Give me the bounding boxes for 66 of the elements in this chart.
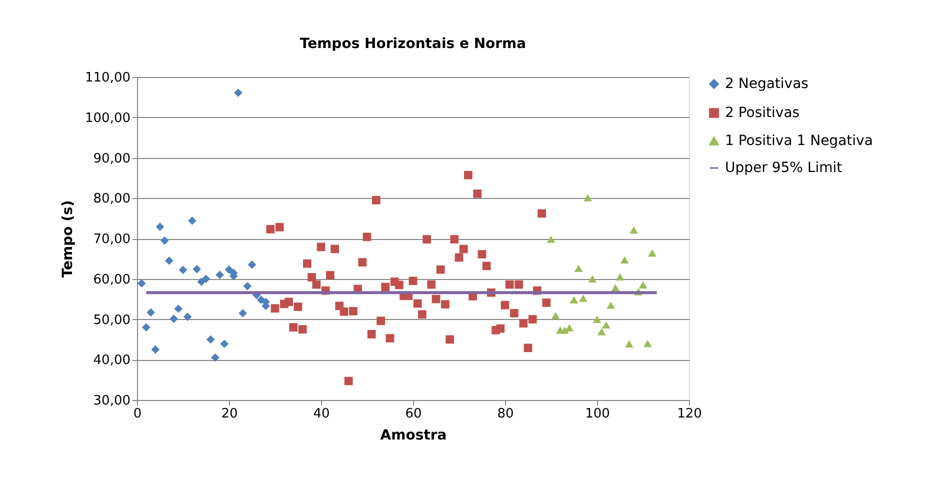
legend-label: 1 Positiva 1 Negativa (725, 133, 873, 149)
point (606, 301, 615, 309)
point (546, 236, 556, 243)
point (574, 264, 583, 272)
chart-title: Tempos Horizontais e Norma (300, 36, 526, 52)
point (142, 323, 150, 332)
y-tick-label: 100,00 (85, 110, 130, 126)
point (211, 353, 220, 362)
x-tick-label: 120 (677, 406, 702, 422)
point (156, 222, 164, 231)
point (630, 226, 638, 234)
point (174, 304, 183, 313)
point (620, 256, 629, 264)
point (616, 273, 624, 280)
point (560, 326, 569, 334)
point (192, 265, 201, 274)
point (206, 335, 215, 344)
legend-label: 2 Positivas (725, 105, 800, 121)
point (202, 274, 210, 284)
x-tick-label: 100 (585, 406, 610, 422)
point (248, 260, 256, 269)
point (238, 309, 247, 318)
point (579, 294, 588, 302)
point (625, 340, 634, 348)
x-tick-label: 0 (133, 406, 142, 422)
point (592, 316, 602, 323)
x-tick-label: 80 (497, 406, 514, 422)
y-tick-label: 50,00 (93, 312, 130, 328)
y-tick-label: 90,00 (93, 151, 130, 166)
point (648, 249, 656, 257)
point (224, 265, 234, 274)
point (151, 345, 160, 354)
y-tick-label: 40,00 (93, 353, 130, 368)
x-tick-label: 60 (405, 406, 422, 422)
point (178, 266, 188, 274)
point (565, 324, 574, 332)
point (588, 275, 597, 282)
y-tick-label: 80,00 (93, 192, 130, 207)
x-tick-label: 40 (313, 406, 330, 422)
y-tick-label: 30,00 (93, 394, 130, 408)
legend-label: Upper 95% Limit (725, 160, 843, 176)
point (137, 279, 146, 288)
legend-label: 2 Negativas (725, 76, 808, 92)
x-axis-title: Amostra (380, 428, 447, 444)
x-tick-label: 20 (221, 406, 238, 422)
point (638, 281, 648, 289)
point (188, 216, 196, 225)
point (551, 312, 560, 320)
point (170, 314, 178, 324)
y-tick-label: 110,00 (85, 70, 130, 86)
point (216, 270, 224, 280)
y-tick-label: 60,00 (93, 272, 130, 288)
point (243, 282, 252, 290)
point (220, 340, 229, 348)
point (234, 88, 242, 97)
point (146, 308, 155, 317)
point (602, 321, 610, 329)
point (160, 236, 169, 245)
point (643, 340, 652, 348)
point (570, 296, 578, 304)
point (183, 312, 192, 322)
point (165, 256, 174, 265)
y-axis-title: Tempo (s) (60, 200, 76, 278)
y-tick-label: 70,00 (93, 232, 130, 247)
point (584, 194, 592, 202)
point (597, 328, 606, 336)
